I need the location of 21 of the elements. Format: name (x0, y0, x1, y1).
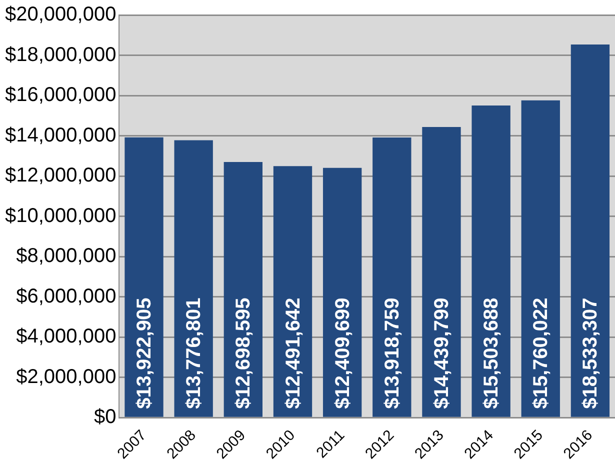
y-tick-label: $6,000,000 (16, 285, 116, 308)
y-tick-label: $2,000,000 (16, 366, 116, 388)
data-label: $13,918,759 (381, 298, 404, 409)
y-tick-label: $10,000,000 (4, 204, 116, 227)
data-label: $13,922,905 (134, 298, 156, 409)
y-tick-label: $18,000,000 (4, 44, 116, 66)
y-tick-label: $14,000,000 (4, 124, 116, 146)
y-tick-label: $16,000,000 (4, 84, 116, 106)
data-label: $18,533,307 (580, 298, 602, 409)
y-tick-label: $8,000,000 (16, 245, 116, 268)
y-tick-label: $12,000,000 (4, 164, 116, 187)
y-tick-label: $20,000,000 (4, 4, 116, 26)
data-label: $15,760,022 (530, 298, 552, 409)
data-label: $13,776,801 (183, 298, 206, 409)
data-label: $14,439,799 (430, 298, 453, 409)
data-label: $12,698,595 (232, 298, 255, 409)
y-tick-label: $0 (94, 406, 116, 428)
data-label: $12,491,642 (282, 298, 304, 409)
data-label: $15,503,688 (480, 298, 503, 409)
data-label: $12,409,699 (332, 298, 354, 409)
y-tick-label: $4,000,000 (16, 326, 116, 348)
